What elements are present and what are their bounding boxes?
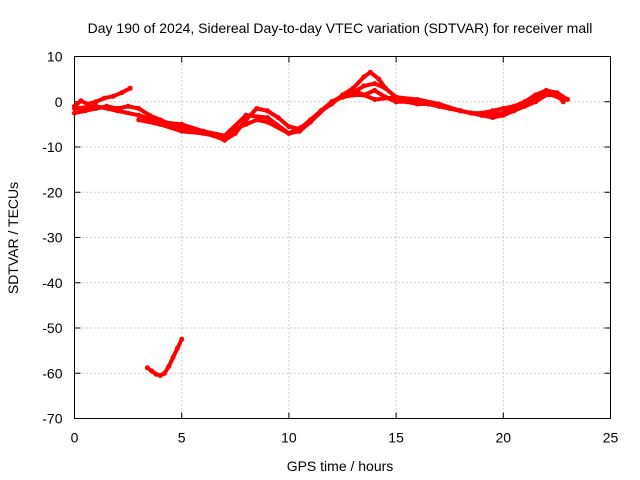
data-point <box>457 108 463 114</box>
data-point <box>78 98 84 104</box>
data-point <box>110 93 116 99</box>
data-point <box>554 90 560 96</box>
data-point <box>136 106 142 111</box>
y-tick-label: -50 <box>42 320 62 336</box>
data-point <box>479 112 485 118</box>
data-point <box>522 101 528 107</box>
data-point <box>560 97 566 102</box>
data-point <box>200 128 206 134</box>
series-group <box>72 69 571 378</box>
data-point <box>361 74 367 80</box>
data-point <box>286 130 292 136</box>
data-point <box>93 99 99 105</box>
axis-ticks: 0 5 10 15 20 25 -70 -60 -50 -40 -30 -20 -10 0 10 <box>42 49 618 446</box>
data-point <box>500 106 506 111</box>
data-point <box>157 119 163 125</box>
data-point <box>361 83 367 89</box>
data-point <box>415 97 420 102</box>
data-point <box>93 103 99 109</box>
y-tick-label: -10 <box>42 139 62 155</box>
data-point <box>125 103 131 109</box>
data-point <box>329 99 335 105</box>
series-line-track-d <box>72 88 566 138</box>
data-point <box>436 101 442 107</box>
data-point <box>372 87 378 93</box>
data-point <box>254 106 260 111</box>
data-point <box>157 373 163 378</box>
data-point <box>162 370 167 376</box>
data-point <box>144 365 150 371</box>
data-point <box>114 108 120 114</box>
data-point <box>286 124 292 130</box>
data-point <box>179 336 185 342</box>
x-tick-label: 10 <box>281 430 297 446</box>
data-point <box>372 81 378 87</box>
y-tick-label: -20 <box>42 184 62 200</box>
data-point <box>367 69 373 75</box>
x-tick-label: 5 <box>178 430 186 446</box>
data-point <box>153 371 159 377</box>
data-point <box>119 90 125 96</box>
y-tick-label: 0 <box>55 94 63 110</box>
data-point <box>382 85 388 91</box>
series-line-track-b <box>136 70 388 140</box>
data-point <box>376 76 382 82</box>
data-point <box>243 121 249 127</box>
data-point <box>179 121 185 127</box>
x-tick-label: 25 <box>603 430 619 446</box>
data-point <box>307 119 313 125</box>
data-point <box>179 128 185 134</box>
data-point <box>543 90 549 96</box>
y-tick-label: -40 <box>42 275 62 291</box>
y-axis-label: SDTVAR / TECUs <box>5 182 21 294</box>
data-point <box>102 95 107 101</box>
data-point <box>393 94 399 100</box>
chart-title: Day 190 of 2024, Sidereal Day-to-day VTE… <box>88 20 593 36</box>
y-tick-label: -30 <box>42 230 62 246</box>
x-tick-label: 20 <box>496 430 512 446</box>
data-point <box>222 133 228 139</box>
data-point <box>275 115 281 121</box>
data-point <box>372 97 378 102</box>
data-point <box>149 368 155 374</box>
data-point <box>170 354 176 360</box>
data-point <box>136 112 142 118</box>
data-point <box>500 110 506 116</box>
data-point <box>490 115 496 121</box>
data-point <box>127 85 133 91</box>
data-point <box>243 112 249 118</box>
data-point <box>72 106 77 111</box>
data-point <box>490 108 496 114</box>
x-axis-label: GPS time / hours <box>287 458 394 474</box>
grid <box>74 56 611 419</box>
x-tick-label: 15 <box>388 430 404 446</box>
x-tick-label: 0 <box>71 430 79 446</box>
data-point <box>393 99 399 105</box>
y-tick-label: -70 <box>42 411 62 427</box>
data-point <box>82 108 88 114</box>
y-tick-label: -60 <box>42 365 62 381</box>
data-point <box>166 364 172 369</box>
data-point <box>136 117 142 123</box>
data-point <box>254 117 260 123</box>
data-point <box>565 97 571 102</box>
data-point <box>265 108 270 114</box>
data-point <box>174 345 180 351</box>
data-point <box>72 110 77 116</box>
data-point <box>265 115 270 121</box>
y-tick-label: 10 <box>47 49 63 65</box>
data-point <box>350 87 356 93</box>
